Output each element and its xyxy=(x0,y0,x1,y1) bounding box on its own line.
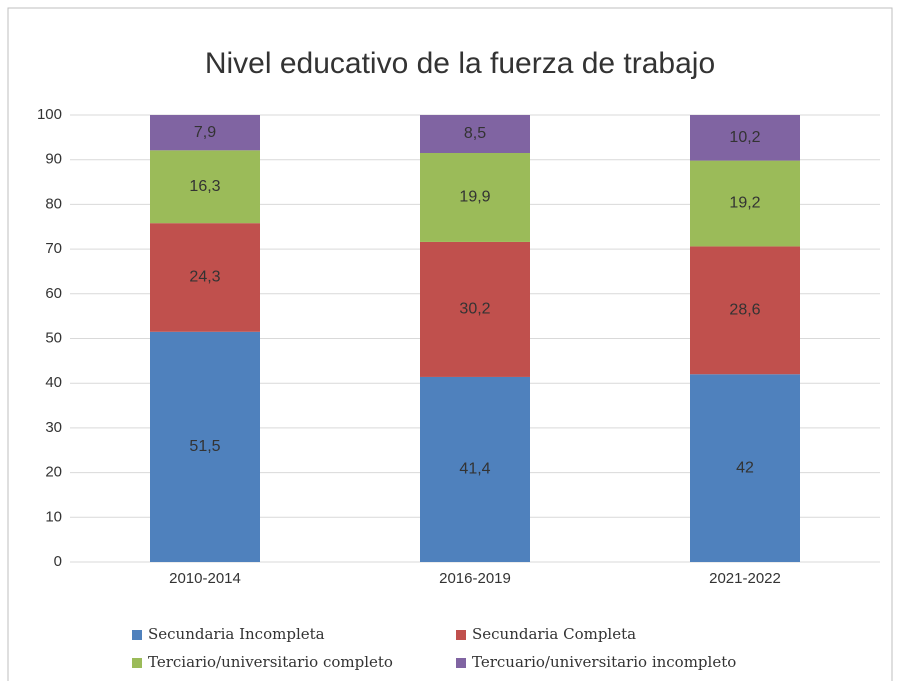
legend-swatch xyxy=(132,630,142,640)
data-label: 30,2 xyxy=(459,301,490,318)
legend-label: Terciario/universitario completo xyxy=(148,653,393,671)
data-label: 8,5 xyxy=(464,125,486,142)
bar-segment xyxy=(690,115,800,161)
data-label: 24,3 xyxy=(189,269,220,286)
legend-swatch xyxy=(456,658,466,668)
legend-label: Secundaria Incompleta xyxy=(148,625,325,643)
y-tick-label: 80 xyxy=(45,195,62,212)
data-label: 41,4 xyxy=(459,461,490,478)
y-tick-label: 60 xyxy=(45,285,62,302)
x-tick-label: 2016-2019 xyxy=(439,570,511,587)
bar-segment xyxy=(150,115,260,151)
bar-segment xyxy=(150,223,260,332)
data-label: 16,3 xyxy=(189,178,220,195)
bar-segment xyxy=(420,115,530,153)
bar-segment xyxy=(150,150,260,224)
data-label: 19,9 xyxy=(459,189,490,206)
bar-segment xyxy=(150,331,260,562)
y-tick-label: 10 xyxy=(45,508,62,525)
bar-segment xyxy=(420,241,530,377)
y-tick-label: 100 xyxy=(37,106,62,123)
bar-segment xyxy=(420,152,530,242)
y-tick-label: 20 xyxy=(45,464,62,481)
legend-label: Secundaria Completa xyxy=(472,625,636,643)
y-tick-label: 0 xyxy=(54,553,62,570)
bar-segment xyxy=(690,160,800,247)
x-tick-label: 2021-2022 xyxy=(709,570,781,587)
data-label: 19,2 xyxy=(729,195,760,212)
legend-swatch xyxy=(456,630,466,640)
data-label: 7,9 xyxy=(194,124,216,141)
y-tick-label: 50 xyxy=(45,329,62,346)
data-label: 51,5 xyxy=(189,438,220,455)
legend-swatch xyxy=(132,658,142,668)
y-tick-label: 30 xyxy=(45,419,62,436)
y-tick-label: 70 xyxy=(45,240,62,257)
legend-label: Tercuario/universitario incompleto xyxy=(472,653,736,671)
x-tick-label: 2010-2014 xyxy=(169,570,241,587)
data-label: 10,2 xyxy=(729,129,760,146)
data-label: 28,6 xyxy=(729,302,760,319)
bar-segment xyxy=(690,374,800,562)
chart-title: Nivel educativo de la fuerza de trabajo xyxy=(205,47,715,80)
bar-segment xyxy=(690,246,800,375)
y-tick-label: 40 xyxy=(45,374,62,391)
data-label: 42 xyxy=(736,459,754,476)
y-tick-label: 90 xyxy=(45,151,62,168)
bar-segment xyxy=(420,376,530,562)
